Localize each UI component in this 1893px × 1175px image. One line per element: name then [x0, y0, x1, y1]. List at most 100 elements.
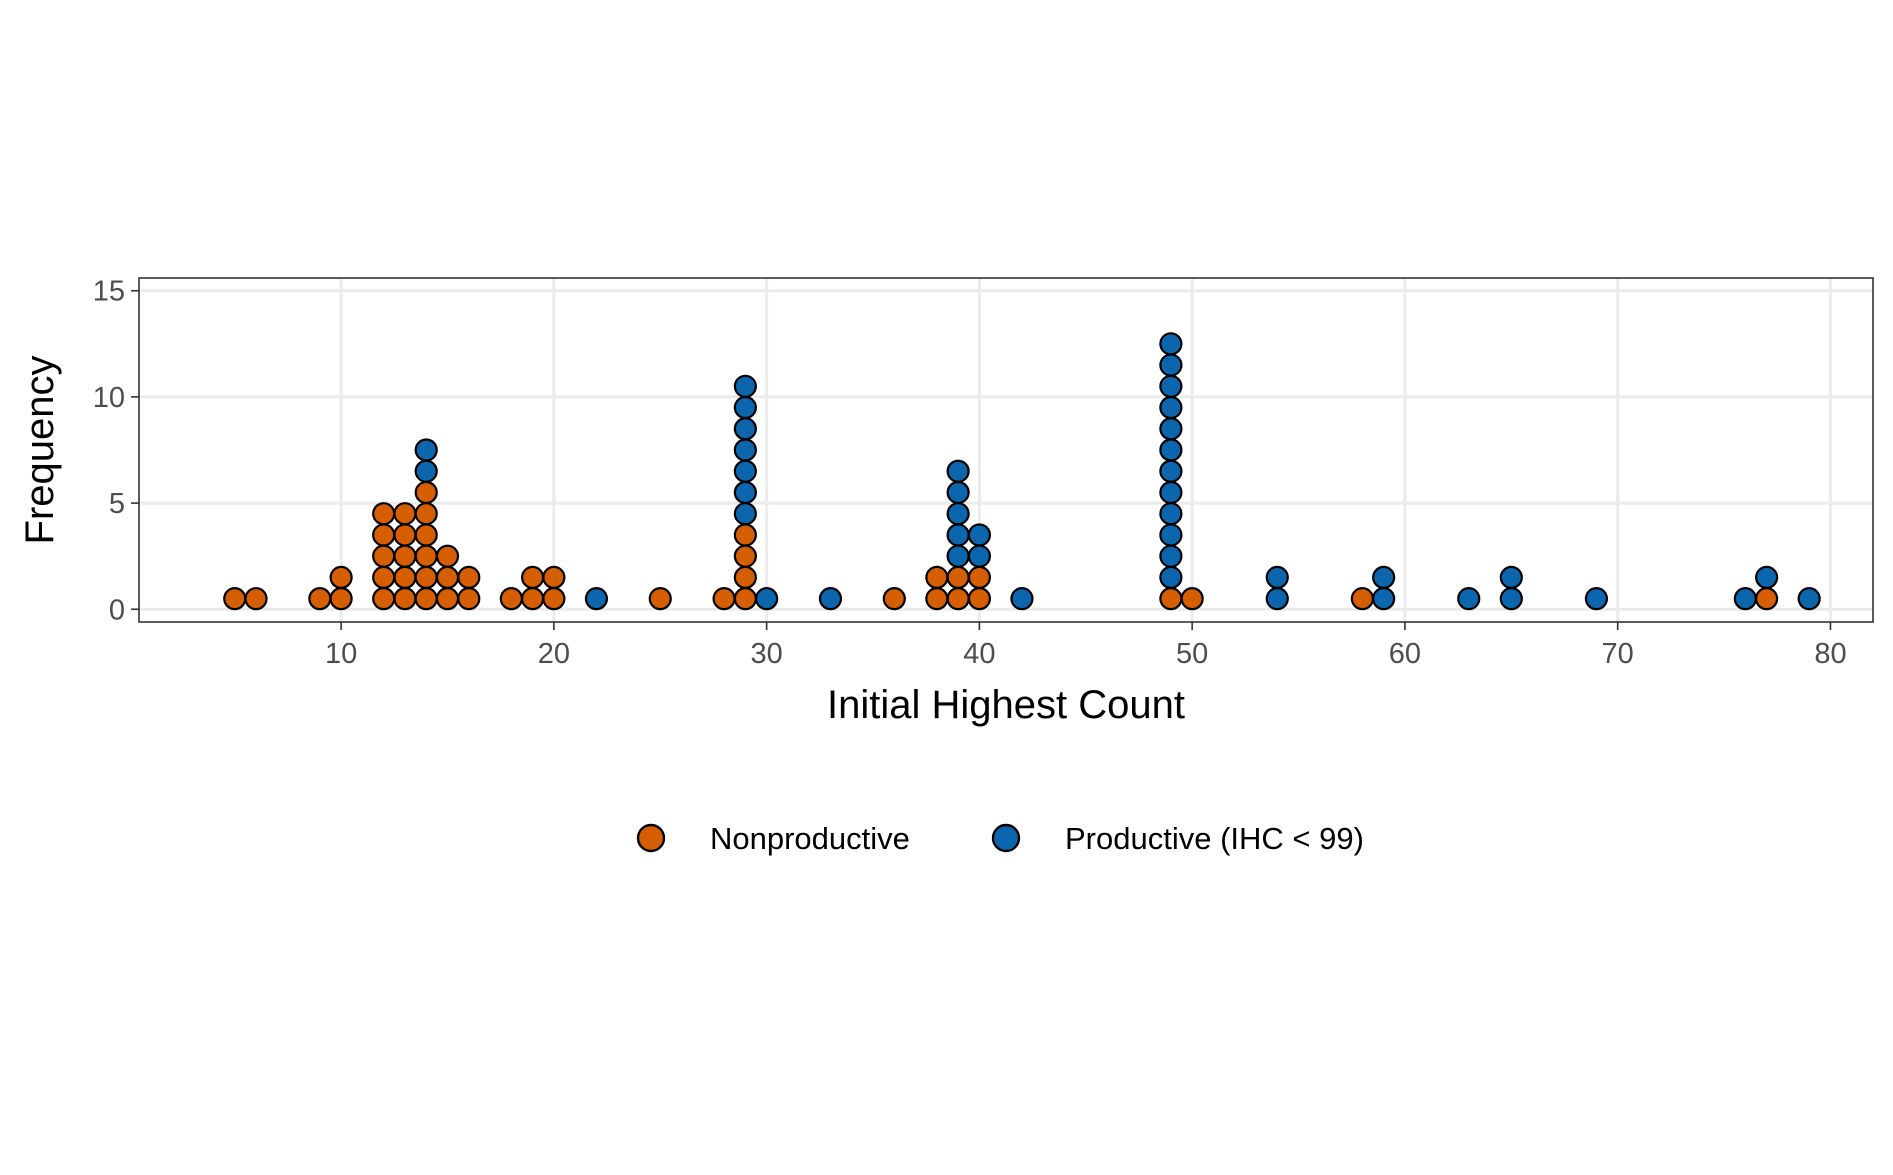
nonproductive-dot: [393, 502, 417, 526]
productive-dot: [1159, 438, 1183, 462]
nonproductive-dot: [542, 587, 566, 611]
x-tick-label-20: 20: [538, 638, 570, 670]
productive-dot: [946, 523, 970, 547]
productive-dot: [1457, 587, 1481, 611]
nonproductive-dot: [393, 523, 417, 547]
nonproductive-dot: [733, 565, 757, 590]
nonproductive-dot: [223, 587, 247, 611]
productive-dot: [967, 544, 992, 568]
nonproductive-dot: [414, 565, 438, 590]
productive-dot: [733, 502, 757, 526]
productive-dot: [1159, 332, 1183, 356]
productive-dot: [414, 438, 438, 462]
legend-key-productive: [991, 823, 1021, 853]
y-tick-label-5: 5: [109, 488, 125, 520]
nonproductive-dot: [435, 565, 460, 590]
x-axis-title: Initial Highest Count: [827, 683, 1185, 727]
nonproductive-dot: [435, 587, 460, 611]
nonproductive-dot: [414, 523, 438, 547]
nonproductive-dot: [435, 544, 460, 568]
nonproductive-dot: [1350, 587, 1374, 611]
legend-label-nonproductive: Nonproductive: [710, 821, 910, 856]
nonproductive-dot: [499, 587, 523, 611]
nonproductive-dot: [329, 565, 353, 590]
nonproductive-dot: [308, 587, 332, 611]
x-tick-label-10: 10: [325, 638, 357, 670]
productive-dot: [1159, 459, 1183, 483]
productive-dot: [1159, 353, 1183, 377]
nonproductive-dot: [372, 523, 396, 547]
axes: 10 20 30 40 50 60 70 80 0 5 10 15: [93, 276, 1847, 670]
productive-dot: [967, 523, 992, 547]
nonproductive-dot: [712, 587, 736, 611]
nonproductive-dot: [372, 565, 396, 590]
x-tick-label-40: 40: [963, 638, 995, 670]
productive-dot: [733, 417, 757, 441]
productive-dot: [1265, 565, 1289, 590]
nonproductive-dot: [925, 565, 949, 590]
productive-dot: [1372, 565, 1396, 590]
nonproductive-dot: [457, 565, 481, 590]
productive-dot: [733, 480, 757, 505]
nonproductive-dot: [393, 544, 417, 568]
y-tick-label-0: 0: [109, 594, 125, 626]
productive-dot: [584, 587, 609, 611]
productive-dot: [946, 544, 970, 568]
legend-key-nonproductive: [636, 823, 666, 853]
y-tick-label-15: 15: [93, 276, 125, 308]
productive-dot: [1499, 565, 1523, 590]
nonproductive-dot: [1180, 587, 1204, 611]
data-dots: [223, 332, 1821, 611]
productive-dot: [733, 438, 757, 462]
nonproductive-dot: [946, 587, 970, 611]
productive-dot: [1010, 587, 1034, 611]
nonproductive-dot: [329, 587, 353, 611]
productive-dot: [1159, 502, 1183, 526]
productive-dot: [733, 459, 757, 483]
x-tick-label-60: 60: [1389, 638, 1421, 670]
productive-dot: [1159, 565, 1183, 590]
grid-lines: [139, 278, 1873, 622]
nonproductive-dot: [733, 523, 757, 547]
nonproductive-dot: [925, 587, 949, 611]
x-tick-label-70: 70: [1602, 638, 1634, 670]
nonproductive-dot: [414, 544, 438, 568]
nonproductive-dot: [372, 544, 396, 568]
nonproductive-dot: [414, 587, 438, 611]
productive-dot: [1499, 587, 1523, 611]
x-tick-label-30: 30: [751, 638, 783, 670]
productive-dot: [818, 587, 843, 611]
productive-dot: [414, 459, 438, 483]
nonproductive-dot: [414, 480, 438, 505]
nonproductive-dot: [1755, 587, 1779, 611]
nonproductive-dot: [372, 502, 396, 526]
nonproductive-dot: [733, 587, 757, 611]
productive-dot: [1265, 587, 1289, 611]
nonproductive-dot: [648, 587, 672, 611]
productive-dot: [1372, 587, 1396, 611]
productive-dot: [1159, 523, 1183, 547]
legend: Nonproductive Productive (IHC < 99): [636, 821, 1364, 856]
productive-dot: [1159, 395, 1183, 420]
productive-dot: [1159, 374, 1183, 398]
nonproductive-dot: [393, 565, 417, 590]
nonproductive-dot: [542, 565, 566, 590]
productive-dot: [946, 480, 970, 505]
productive-dot: [946, 459, 970, 483]
nonproductive-dot: [1159, 587, 1183, 611]
nonproductive-dot: [244, 587, 268, 611]
x-tick-label-80: 80: [1814, 638, 1846, 670]
productive-dot: [1733, 587, 1757, 611]
nonproductive-dot: [733, 544, 757, 568]
productive-dot: [733, 395, 757, 420]
y-axis-title: Frequency: [18, 356, 62, 545]
legend-label-productive: Productive (IHC < 99): [1065, 821, 1364, 856]
productive-dot: [755, 587, 779, 611]
nonproductive-dot: [967, 565, 992, 590]
nonproductive-dot: [521, 565, 545, 590]
productive-dot: [733, 374, 757, 398]
productive-dot: [1159, 417, 1183, 441]
x-tick-label-50: 50: [1176, 638, 1208, 670]
productive-dot: [1797, 587, 1821, 611]
